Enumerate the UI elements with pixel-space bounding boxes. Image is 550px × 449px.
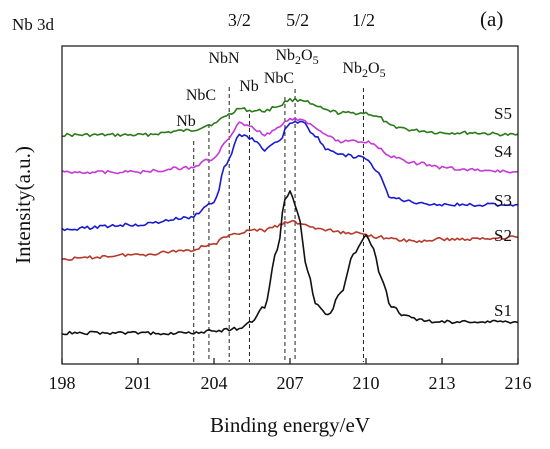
reference-label: Nb <box>176 113 196 130</box>
x-tick-label: 204 <box>201 373 228 393</box>
series-line-s4 <box>61 117 519 175</box>
series-label-s3: S3 <box>494 191 512 210</box>
series-label-s2: S2 <box>494 226 512 245</box>
series-line-s1 <box>61 190 519 336</box>
spin-orbit-label: 3/2 <box>228 10 251 30</box>
series-line-s3 <box>61 120 518 232</box>
x-tick-label: 216 <box>505 373 532 393</box>
reference-label: Nb <box>239 78 259 95</box>
reference-label: NbC <box>264 70 294 87</box>
x-tick-label: 198 <box>49 373 76 393</box>
spin-orbit-label: 5/2 <box>286 10 309 30</box>
series-line-s2 <box>61 219 519 262</box>
reference-label: Nb2O5 <box>275 47 318 67</box>
panel-label: (a) <box>480 7 503 31</box>
x-tick-label: 213 <box>429 373 456 393</box>
series-line-s5 <box>61 97 519 138</box>
series-label-s5: S5 <box>494 104 512 123</box>
reference-label: Nb2O5 <box>342 60 385 80</box>
x-tick-label: 210 <box>353 373 380 393</box>
reference-label: NbC <box>186 87 216 104</box>
reference-labels: Nb NbC NbN Nb NbC Nb2O5 Nb2O5 <box>176 47 385 130</box>
x-tick-label: 207 <box>277 373 304 393</box>
header-text: Nb 3d <box>12 15 55 34</box>
series-lines <box>61 97 519 336</box>
x-tick-label: 201 <box>125 373 152 393</box>
series-label-s1: S1 <box>494 301 512 320</box>
y-axis-label: Intensity(a.u.) <box>11 146 35 264</box>
reference-label: NbN <box>208 50 240 67</box>
x-axis-ticks: 198 201 204 207 210 213 216 <box>49 358 532 393</box>
spin-orbit-label: 1/2 <box>352 10 375 30</box>
x-axis-label: Binding energy/eV <box>210 413 370 437</box>
reference-lines <box>193 87 364 362</box>
series-labels: S5 S4 S3 S2 S1 <box>494 104 512 320</box>
spin-orbit-labels: 3/2 5/2 1/2 <box>228 10 375 30</box>
series-label-s4: S4 <box>494 142 512 161</box>
